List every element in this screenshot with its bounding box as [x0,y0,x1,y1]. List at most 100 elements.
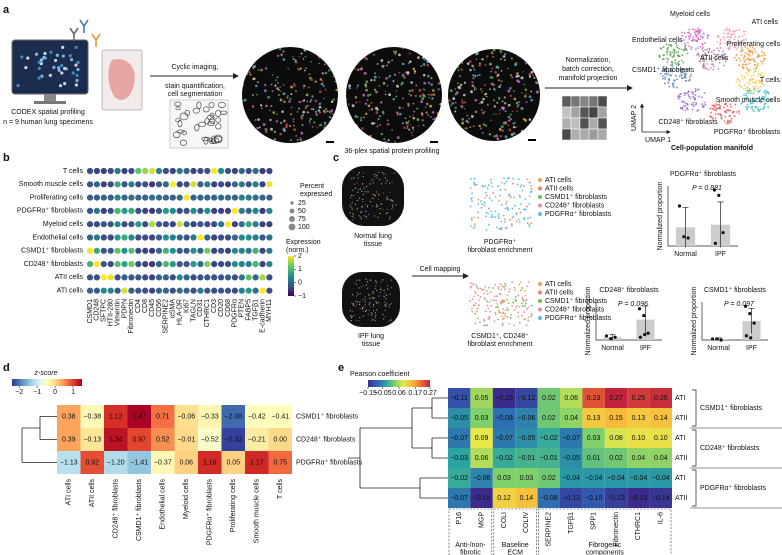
speckle [360,137,364,141]
umap-point [669,44,672,47]
tissue-speckle [382,279,384,281]
dot [245,167,252,175]
dot [121,261,128,268]
speckle [520,107,524,111]
umap-point [701,96,703,99]
umap-point [678,60,680,63]
speckle [348,124,352,127]
speckle [290,113,293,116]
cell-label: −0.07 [495,435,513,442]
speckle [348,87,351,90]
umap-point [745,38,747,41]
chart-title: PDGFRα⁺ fibroblasts [670,170,737,178]
speckle [245,71,249,74]
tissue-speckle [356,279,358,281]
speckle [473,69,476,72]
umap-point [752,99,755,102]
map-point [492,215,494,218]
speckle [494,70,497,74]
speckle [310,108,313,111]
umap-point [757,72,760,75]
map-point [490,304,492,307]
map-point [494,283,497,286]
dot [100,234,107,241]
map-point [504,188,507,191]
speckle [408,52,411,55]
speckle [425,111,428,114]
dot [107,194,114,201]
map-point [528,203,531,206]
map-point [486,187,489,190]
map-point [490,299,493,302]
tissue-speckle [392,206,394,208]
speckle [260,104,263,107]
speckle [455,91,459,95]
map-point [481,203,483,206]
dot [245,221,252,228]
map-point [517,311,519,314]
monitor-stand [44,94,56,101]
dot [155,274,163,281]
umap-point [662,54,665,57]
umap-point [761,63,764,65]
dot [107,287,114,294]
column-group-label: Anti-/non- [455,542,486,549]
dot [135,274,142,281]
map-point [526,308,528,310]
tissue-speckle [352,177,355,179]
umap-point [681,101,684,104]
map-point [488,184,490,187]
speckle [335,88,338,92]
dot [259,261,266,268]
speckle [401,97,405,100]
umap-point [712,117,714,120]
cell-label: −1.20 [107,459,125,466]
tissue-speckle [362,182,364,185]
size-legend-dot [290,201,294,205]
tissue-speckle [363,187,365,189]
umap-point [702,56,705,58]
speckle [429,104,433,108]
cell-dot [55,53,59,57]
tissue-speckle [354,187,357,189]
map-point [489,310,492,313]
dot [176,221,183,228]
speckle [306,111,309,114]
dot [259,207,266,214]
map-point [499,301,502,304]
speckle [493,135,496,138]
speckle [524,132,528,136]
dot [149,287,156,294]
map-point [513,204,516,207]
speckle [346,58,349,61]
umap-point [762,84,765,87]
speckle [524,95,526,98]
dot [252,247,259,254]
speckle [373,122,376,125]
tissue-speckle [385,212,388,215]
umap-point [726,105,729,108]
speckle [259,69,263,72]
umap-point [684,92,687,95]
umap-point [697,36,700,39]
speckle [413,110,416,113]
speckle [309,122,311,124]
umap-point [726,120,729,122]
map-point [494,210,497,213]
speckle [426,74,430,78]
speckle [439,65,442,68]
tissue-speckle [359,216,361,218]
dot [169,207,176,214]
speckle [380,59,384,62]
speckle [478,124,481,128]
dot [142,194,149,201]
speckle [452,114,455,117]
umap-point [744,30,747,33]
dot [252,221,259,228]
umap-point [724,103,727,106]
speckle [347,68,350,71]
dot [231,261,238,268]
dot [176,247,183,254]
speckle [409,115,411,118]
speckle [364,51,367,54]
